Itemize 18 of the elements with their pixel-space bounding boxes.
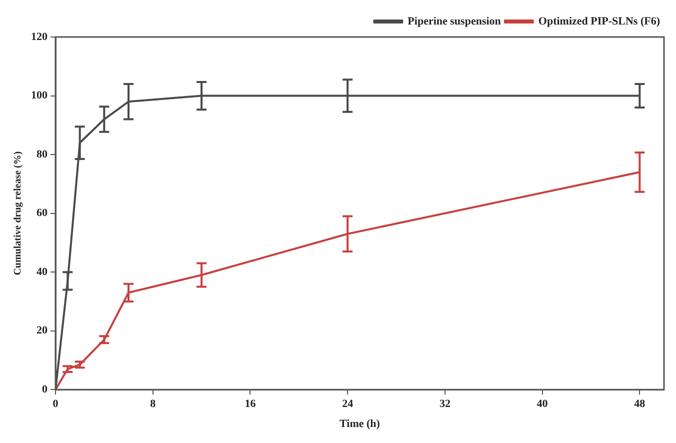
y-tick-label: 100: [31, 90, 48, 102]
legend-label: Optimized PIP-SLNs (F6): [538, 15, 660, 28]
y-tick-label: 60: [36, 207, 48, 220]
x-tick-label: 24: [342, 398, 354, 410]
x-tick-label: 32: [439, 398, 451, 410]
y-tick-label: 120: [31, 30, 48, 43]
x-tick-label: 40: [536, 398, 548, 410]
y-tick-label: 0: [42, 383, 48, 396]
y-tick-label: 20: [36, 324, 48, 337]
x-tick-label: 48: [634, 398, 646, 410]
legend-label: Piperine suspension: [408, 15, 501, 28]
x-tick-label: 8: [150, 398, 156, 410]
y-tick-label: 80: [36, 148, 48, 160]
x-tick-label: 16: [244, 398, 256, 410]
x-tick-label: 0: [52, 398, 59, 410]
y-tick-label: 40: [36, 266, 48, 278]
y-axis-title: Cumulative drug release (%): [12, 151, 24, 276]
x-axis-title: Time (h): [340, 418, 380, 430]
